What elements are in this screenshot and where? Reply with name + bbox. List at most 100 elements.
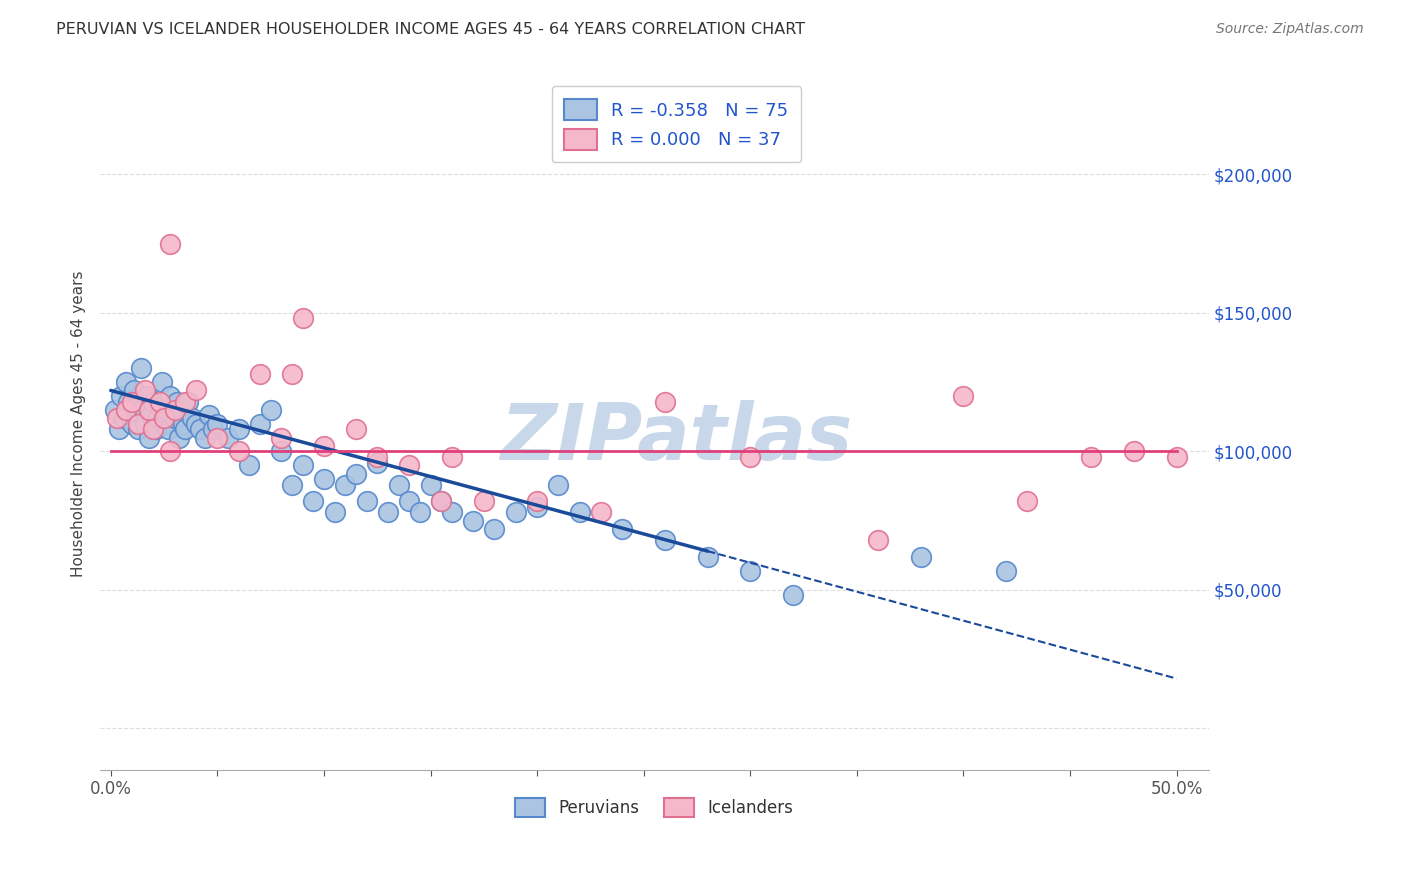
Point [323,505,346,519]
Point [153,411,176,425]
Point [159,389,181,403]
Point [159,236,181,251]
Point [419,477,441,491]
Point [174,422,197,436]
Point [132,402,155,417]
Point [228,444,250,458]
Point [740,450,762,464]
Point [302,494,325,508]
Text: ZIPatlas: ZIPatlas [501,400,852,475]
Point [591,505,613,519]
Point [335,477,357,491]
Point [121,394,143,409]
Point [217,431,239,445]
Point [398,494,420,508]
Point [153,417,176,431]
Point [568,505,591,519]
Point [505,505,527,519]
Point [141,409,163,423]
Point [176,394,198,409]
Point [952,389,974,403]
Point [149,394,172,409]
Point [157,422,180,436]
Point [129,361,152,376]
Point [270,444,292,458]
Point [366,456,388,470]
Point [117,394,139,409]
Point [782,589,804,603]
Point [472,494,495,508]
Point [356,494,378,508]
Point [104,402,127,417]
Y-axis label: Householder Income Ages 45 - 64 years: Householder Income Ages 45 - 64 years [72,270,86,577]
Point [142,394,165,409]
Point [167,431,190,445]
Point [281,367,304,381]
Point [344,467,367,481]
Text: PERUVIAN VS ICELANDER HOUSEHOLDER INCOME AGES 45 - 64 YEARS CORRELATION CHART: PERUVIAN VS ICELANDER HOUSEHOLDER INCOME… [56,22,806,37]
Point [134,417,156,431]
Point [291,458,314,473]
Point [526,500,548,514]
Point [440,450,463,464]
Point [291,311,314,326]
Point [170,402,193,417]
Point [207,431,229,445]
Point [430,494,453,508]
Point [134,384,156,398]
Point [180,411,202,425]
Point [184,384,207,398]
Point [125,400,148,414]
Point [202,422,225,436]
Point [238,458,260,473]
Point [150,375,173,389]
Point [430,494,453,508]
Point [112,411,135,425]
Point [387,477,409,491]
Point [163,411,186,425]
Point [166,394,188,409]
Point [344,422,367,436]
Point [146,411,169,425]
Point [440,505,463,519]
Point [155,402,177,417]
Point [377,505,399,519]
Point [740,564,762,578]
Point [149,400,172,414]
Point [868,533,890,547]
Point [463,514,485,528]
Point [114,375,136,389]
Point [612,522,634,536]
Point [108,422,131,436]
Point [1080,450,1102,464]
Point [188,422,211,436]
Point [696,549,718,564]
Point [366,450,388,464]
Point [312,439,335,453]
Point [409,505,432,519]
Point [207,417,229,431]
Point [105,411,128,425]
Point [249,367,271,381]
Point [159,444,181,458]
Point [174,394,197,409]
Point [128,422,150,436]
Point [118,409,141,423]
Point [163,402,186,417]
Point [547,477,569,491]
Point [270,431,292,445]
Point [995,564,1018,578]
Point [398,458,420,473]
Point [184,417,207,431]
Legend: Peruvians, Icelanders: Peruvians, Icelanders [509,791,800,824]
Point [228,422,250,436]
Text: Source: ZipAtlas.com: Source: ZipAtlas.com [1216,22,1364,37]
Point [198,409,221,423]
Point [138,431,160,445]
Point [138,402,160,417]
Point [122,384,145,398]
Point [910,549,932,564]
Point [114,402,136,417]
Point [110,389,132,403]
Point [654,394,676,409]
